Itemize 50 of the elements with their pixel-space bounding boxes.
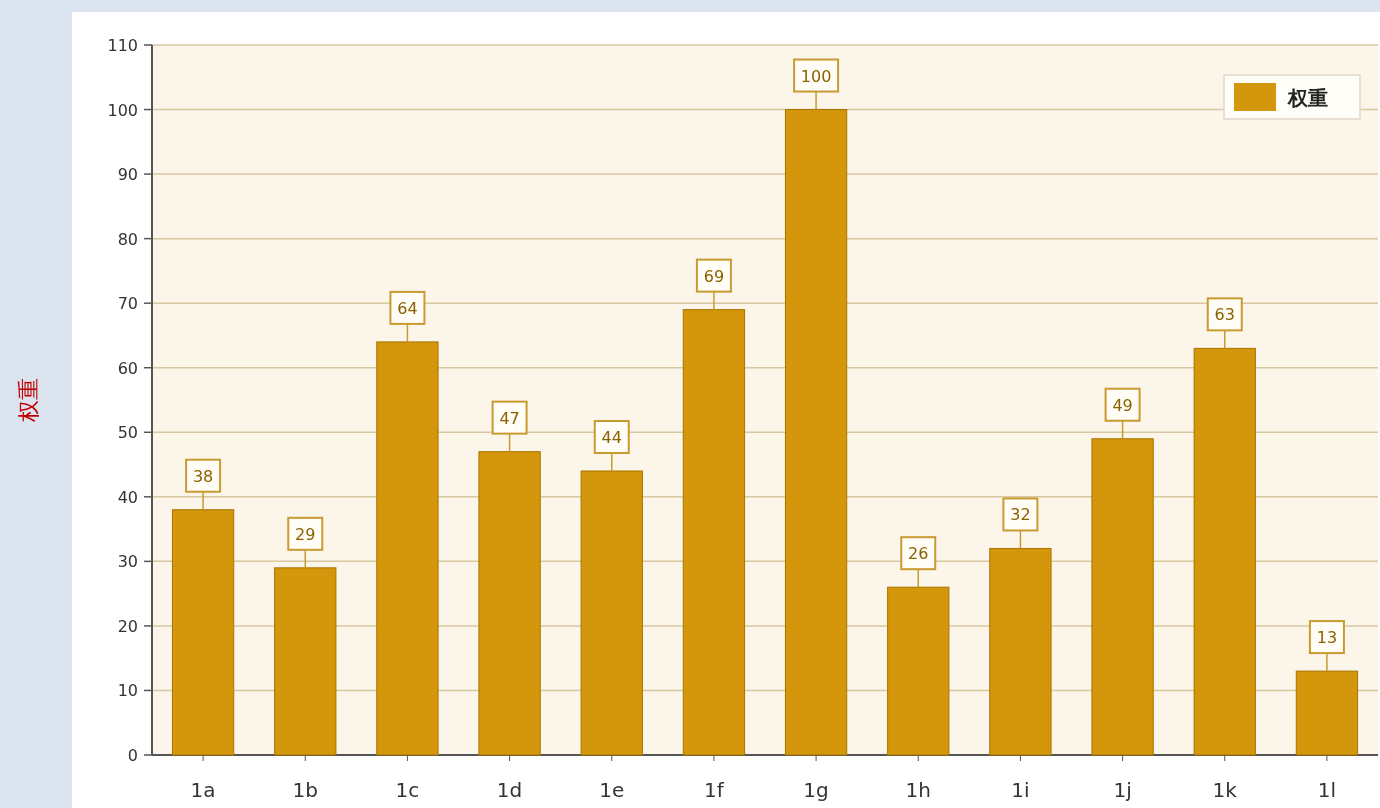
y-tick-label: 0 [127,746,138,765]
x-tick-label: 1b [292,778,318,802]
x-tick-label: 1e [599,778,625,802]
x-tick-label: 1i [1011,778,1030,802]
data-label: 44 [601,428,622,447]
data-label: 29 [295,524,316,544]
y-tick-label: 90 [117,165,138,185]
bar [784,109,848,756]
legend-label: 权重 [1287,86,1328,110]
data-label: 100 [800,66,832,86]
data-label: 38 [192,466,214,486]
x-tick-label: 1c [395,778,420,802]
bar [989,547,1052,756]
y-tick-label: 10 [117,681,138,701]
y-tick-label: 100 [107,100,138,120]
y-tick-label: 70 [117,294,138,314]
data-label: 26 [908,544,929,564]
bar [1295,670,1359,756]
bar [887,586,950,756]
data-label: 63 [1214,305,1235,325]
data-label: 64 [397,298,418,318]
x-tick-label: 1g [803,778,829,802]
y-axis-title: 权重 [16,378,41,423]
y-tick-label: 80 [117,229,138,249]
x-tick-label: 1a [190,778,216,802]
bar [171,509,235,756]
y-tick-label: 30 [117,552,138,572]
x-tick-label: 1j [1113,778,1132,802]
x-tick-label: 1k [1212,778,1238,802]
y-tick-label: 40 [117,487,138,507]
data-label: 69 [703,266,725,286]
data-label: 47 [499,408,520,428]
bar [682,309,746,756]
y-tick-label: 20 [117,616,138,636]
bar [274,567,337,756]
x-tick-label: 1h [905,778,931,802]
bar [1091,438,1154,756]
bar [1193,347,1256,756]
bar [580,470,643,756]
data-label: 32 [1010,505,1031,525]
y-tick-label: 110 [107,36,138,55]
y-tick-label: 50 [117,423,138,443]
x-tick-label: 1d [496,778,523,802]
bar [478,451,541,756]
y-tick-label: 60 [117,358,138,378]
data-label: 13 [1316,628,1338,648]
bar [376,341,439,756]
data-label: 49 [1112,395,1133,415]
x-tick-label: 1l [1317,778,1337,802]
x-tick-label: 1f [704,778,725,802]
